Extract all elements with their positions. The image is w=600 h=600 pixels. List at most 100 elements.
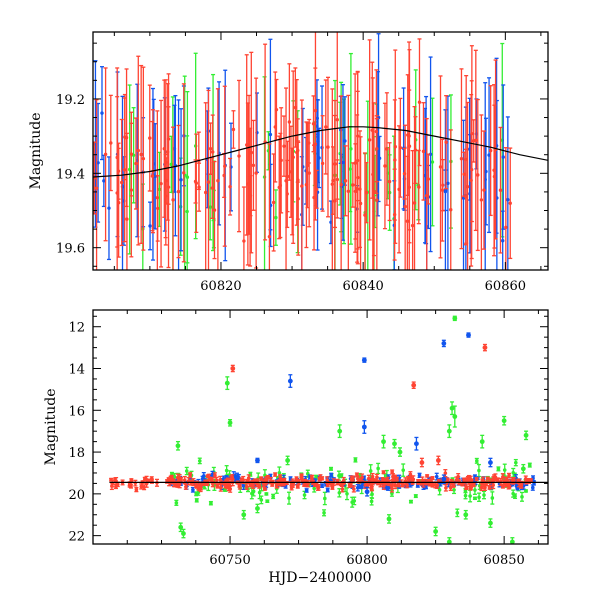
outlier-point-green [241, 509, 247, 520]
data-point-red [417, 38, 422, 167]
outlier-point-red [435, 455, 441, 466]
data-point-green [413, 494, 418, 499]
data-point-green [502, 463, 507, 477]
outlier-point-green [463, 509, 469, 520]
bottom-y-tick-label: 12 [68, 321, 85, 336]
data-point-red [262, 487, 267, 491]
outlier-point-green [175, 440, 181, 451]
data-point-green [184, 466, 189, 476]
data-point-red [410, 149, 415, 270]
data-point-red [171, 126, 176, 270]
data-point-red [305, 122, 310, 209]
data-point-red [129, 478, 134, 483]
data-point-green [513, 493, 518, 500]
data-point-red [165, 83, 170, 221]
data-point-red [362, 152, 367, 270]
data-point-red [351, 485, 356, 493]
data-point-red [207, 473, 212, 482]
data-point-red [218, 475, 223, 484]
data-point-red [281, 115, 286, 177]
data-point-red [333, 99, 338, 229]
data-point-red [325, 483, 330, 488]
data-point-green [476, 463, 481, 478]
data-point-red [387, 142, 392, 222]
data-point-red [440, 158, 445, 212]
data-point-red [456, 473, 461, 481]
data-point-red [142, 476, 147, 482]
data-point-red [424, 117, 429, 270]
data-point-red [507, 485, 512, 489]
data-point-green [527, 462, 532, 468]
data-point-red [357, 130, 362, 249]
data-point-red [188, 472, 193, 479]
data-point-red [381, 470, 386, 475]
data-point-green [477, 492, 482, 503]
outlier-point-green [509, 537, 515, 544]
data-point-green [472, 485, 477, 495]
data-point-red [249, 51, 254, 254]
data-point-red [367, 39, 372, 241]
data-point-red [343, 145, 348, 217]
data-point-red [315, 484, 320, 491]
top-y-tick-label: 19.4 [56, 167, 85, 182]
data-point-green [513, 458, 518, 467]
data-point-red [244, 483, 249, 491]
data-point-red [479, 114, 484, 270]
data-point-red [278, 474, 283, 481]
data-point-red [208, 122, 213, 175]
data-point-green [208, 500, 213, 506]
data-point-red [108, 94, 113, 192]
data-point-red [330, 482, 335, 487]
data-point-red [507, 472, 512, 479]
data-point-blue [304, 488, 309, 493]
data-point-red [299, 473, 304, 479]
data-point-red [129, 122, 134, 258]
bottom-y-tick-label: 20 [68, 488, 85, 503]
outlier-point-green [181, 528, 186, 539]
data-point-red [464, 485, 469, 490]
data-point-red [290, 482, 295, 488]
data-point-green [329, 466, 334, 471]
data-point-red [492, 84, 497, 257]
data-point-red [371, 102, 376, 270]
outlier-point-green [433, 526, 439, 537]
data-point-red [244, 54, 249, 236]
data-point-green [194, 498, 199, 503]
data-point-blue [179, 108, 184, 252]
data-point-red [335, 159, 340, 200]
data-point-green [197, 457, 202, 465]
data-point-red [139, 483, 144, 490]
data-point-red [303, 479, 308, 484]
data-point-red [325, 76, 330, 218]
outlier-point-blue [488, 457, 493, 468]
data-point-red [150, 120, 155, 232]
data-point-blue [428, 56, 433, 253]
data-point-red [203, 102, 208, 270]
data-point-red [115, 96, 120, 270]
bottom-data-layer [109, 315, 537, 544]
data-point-red [390, 469, 395, 475]
data-point-red [369, 485, 374, 492]
data-point-blue [148, 201, 153, 251]
data-point-red [481, 130, 486, 250]
data-point-red [206, 89, 211, 270]
data-point-green [322, 491, 327, 506]
data-point-red [430, 482, 435, 488]
outlier-point-red [482, 343, 488, 352]
data-point-green [376, 462, 381, 475]
data-point-red [133, 117, 138, 210]
bottom-x-tick-label: 60850 [483, 553, 524, 568]
data-point-green [273, 189, 278, 246]
top-y-ticks: 19.2 19.4 19.6 [56, 42, 548, 267]
data-point-red [348, 482, 353, 488]
data-point-blue [487, 77, 492, 234]
outlier-point-green [224, 376, 230, 391]
data-point-red [355, 71, 360, 250]
outlier-point-green [392, 438, 397, 449]
outlier-point-blue [441, 339, 447, 348]
outlier-point-red [411, 381, 417, 389]
data-point-green [481, 490, 486, 500]
data-point-green [519, 491, 524, 502]
outlier-point-green [446, 424, 452, 439]
data-point-red [267, 143, 272, 270]
